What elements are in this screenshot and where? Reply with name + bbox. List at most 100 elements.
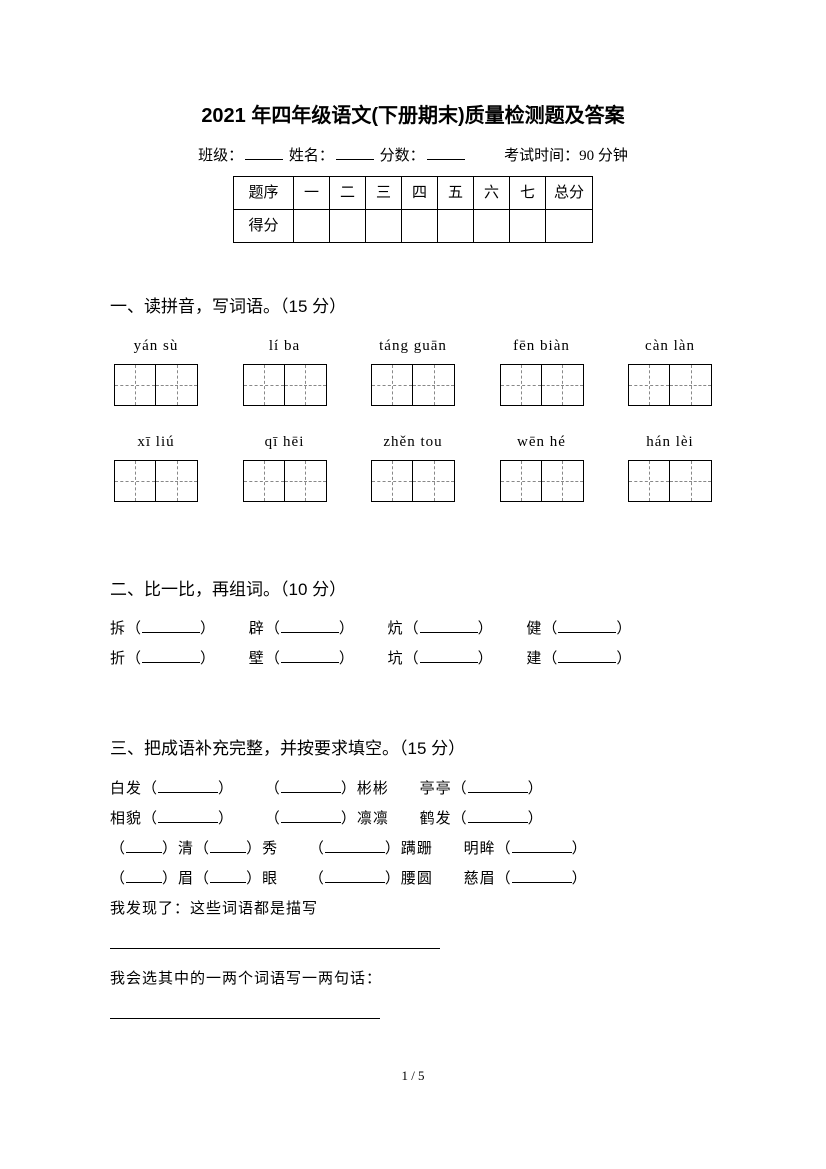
write-line[interactable]	[110, 1005, 380, 1019]
pinyin: lí ba	[269, 334, 300, 358]
score-label: 分数：	[380, 148, 425, 164]
pinyin: wēn hé	[517, 430, 566, 454]
name-blank[interactable]	[336, 146, 374, 160]
idiom-part: 腰圆	[401, 871, 433, 887]
idiom-part: 眼	[262, 871, 278, 887]
char-boxes[interactable]	[243, 460, 327, 502]
table-row: 得分	[233, 210, 592, 243]
discover-text: 我发现了：这些词语都是描写	[110, 897, 716, 921]
fill-blank[interactable]	[126, 839, 162, 853]
char-boxes[interactable]	[371, 364, 455, 406]
fill-blank[interactable]	[558, 649, 616, 663]
char-boxes[interactable]	[628, 364, 712, 406]
fill-blank[interactable]	[468, 809, 528, 823]
idiom-part: 凛凛	[357, 811, 389, 827]
pinyin: zhěn tou	[383, 430, 442, 454]
cell[interactable]	[329, 210, 365, 243]
idiom-part: 清	[178, 841, 194, 857]
fill-blank[interactable]	[468, 779, 528, 793]
table-row: 题序 一 二 三 四 五 六 七 总分	[233, 177, 592, 210]
fill-blank[interactable]	[126, 869, 162, 883]
cell[interactable]	[509, 210, 545, 243]
cell: 一	[293, 177, 329, 210]
cell: 五	[437, 177, 473, 210]
pinyin: càn làn	[645, 334, 695, 358]
cell: 二	[329, 177, 365, 210]
idiom-line-1: 白发（） （）彬彬 亭亭（）	[110, 777, 716, 801]
idiom-part: 白发	[110, 781, 142, 797]
fill-blank[interactable]	[158, 809, 218, 823]
cell[interactable]	[401, 210, 437, 243]
fill-blank[interactable]	[142, 619, 200, 633]
idiom-part: 蹒跚	[401, 841, 433, 857]
char: 折	[110, 651, 126, 667]
fill-blank[interactable]	[281, 619, 339, 633]
idiom-part: 彬彬	[357, 781, 389, 797]
fill-blank[interactable]	[558, 619, 616, 633]
idiom-part: 秀	[262, 841, 278, 857]
section1-heading: 一、读拼音，写词语。（15 分）	[110, 293, 716, 320]
idiom-line-2: 相貌（） （）凛凛 鹤发（）	[110, 807, 716, 831]
score-blank[interactable]	[427, 146, 465, 160]
header-info-line: 班级： 姓名： 分数： 考试时间：90 分钟	[110, 144, 716, 168]
char-boxes[interactable]	[500, 460, 584, 502]
cell[interactable]	[437, 210, 473, 243]
cell[interactable]	[365, 210, 401, 243]
fill-blank[interactable]	[281, 649, 339, 663]
cell: 总分	[545, 177, 592, 210]
cell: 七	[509, 177, 545, 210]
cell: 得分	[233, 210, 293, 243]
section2-heading: 二、比一比，再组词。（10 分）	[110, 576, 716, 603]
char: 建	[526, 651, 542, 667]
idiom-line-4: （）眉（）眼 （）腰圆 慈眉（）	[110, 867, 716, 891]
cell[interactable]	[293, 210, 329, 243]
char-boxes[interactable]	[243, 364, 327, 406]
idiom-part: 亭亭	[420, 781, 452, 797]
write-line[interactable]	[110, 935, 440, 949]
pinyin-row-1: yán sù lí ba táng guān fēn biàn càn làn	[110, 334, 716, 406]
pinyin: táng guān	[379, 334, 447, 358]
idiom-part: 鹤发	[420, 811, 452, 827]
idiom-line-3: （）清（）秀 （）蹒跚 明眸（）	[110, 837, 716, 861]
fill-blank[interactable]	[512, 869, 572, 883]
fill-blank[interactable]	[281, 779, 341, 793]
fill-blank[interactable]	[210, 869, 246, 883]
pinyin: hán lèi	[646, 430, 693, 454]
name-label: 姓名：	[289, 148, 334, 164]
char-boxes[interactable]	[114, 364, 198, 406]
cell[interactable]	[545, 210, 592, 243]
cell[interactable]	[473, 210, 509, 243]
class-blank[interactable]	[245, 146, 283, 160]
compare-row-2: 折（） 壁（） 坑（） 建（）	[110, 647, 716, 671]
cell: 三	[365, 177, 401, 210]
cell: 六	[473, 177, 509, 210]
fill-blank[interactable]	[281, 809, 341, 823]
time-label: 考试时间：90 分钟	[504, 148, 628, 164]
idiom-part: 慈眉	[464, 871, 496, 887]
fill-blank[interactable]	[210, 839, 246, 853]
fill-blank[interactable]	[158, 779, 218, 793]
sentence-prompt: 我会选其中的一两个词语写一两句话：	[110, 967, 716, 991]
char-boxes[interactable]	[371, 460, 455, 502]
char: 辟	[249, 621, 265, 637]
fill-blank[interactable]	[142, 649, 200, 663]
char: 壁	[249, 651, 265, 667]
fill-blank[interactable]	[325, 839, 385, 853]
cell: 四	[401, 177, 437, 210]
fill-blank[interactable]	[420, 619, 478, 633]
fill-blank[interactable]	[420, 649, 478, 663]
score-table: 题序 一 二 三 四 五 六 七 总分 得分	[233, 176, 593, 243]
char-boxes[interactable]	[114, 460, 198, 502]
cell: 题序	[233, 177, 293, 210]
char: 拆	[110, 621, 126, 637]
char-boxes[interactable]	[500, 364, 584, 406]
idiom-part: 眉	[178, 871, 194, 887]
fill-blank[interactable]	[512, 839, 572, 853]
char-boxes[interactable]	[628, 460, 712, 502]
doc-title: 2021 年四年级语文(下册期末)质量检测题及答案	[110, 100, 716, 132]
pinyin: fēn biàn	[513, 334, 570, 358]
fill-blank[interactable]	[325, 869, 385, 883]
char: 炕	[388, 621, 404, 637]
pinyin: qī hēi	[265, 430, 305, 454]
char: 健	[526, 621, 542, 637]
